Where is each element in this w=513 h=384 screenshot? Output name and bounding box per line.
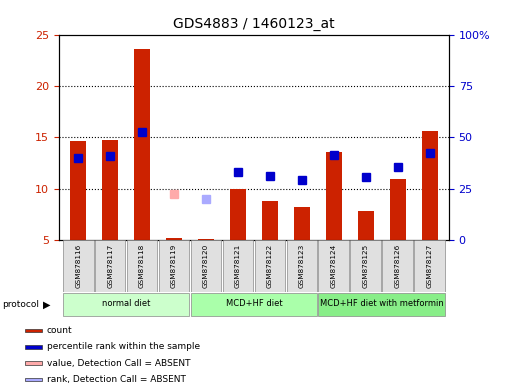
Bar — [326, 152, 342, 240]
Text: value, Detection Call = ABSENT: value, Detection Call = ABSENT — [47, 359, 190, 367]
Text: GSM878122: GSM878122 — [267, 243, 273, 288]
Text: MCD+HF diet with metformin: MCD+HF diet with metformin — [320, 299, 444, 308]
Text: ▶: ▶ — [43, 300, 50, 310]
Bar — [262, 201, 278, 240]
Bar — [25, 377, 42, 381]
Text: protocol: protocol — [3, 300, 40, 309]
Bar — [287, 240, 317, 292]
Text: GSM878124: GSM878124 — [331, 243, 337, 288]
Bar — [63, 293, 189, 316]
Bar — [319, 240, 349, 292]
Text: normal diet: normal diet — [102, 299, 150, 308]
Text: rank, Detection Call = ABSENT: rank, Detection Call = ABSENT — [47, 375, 186, 384]
Text: percentile rank within the sample: percentile rank within the sample — [47, 342, 200, 351]
Bar — [159, 240, 189, 292]
Text: GSM878123: GSM878123 — [299, 243, 305, 288]
Text: GSM878121: GSM878121 — [235, 243, 241, 288]
Bar — [25, 329, 42, 332]
Bar — [358, 211, 374, 240]
Title: GDS4883 / 1460123_at: GDS4883 / 1460123_at — [173, 17, 335, 31]
Bar — [102, 141, 118, 240]
Text: count: count — [47, 326, 72, 335]
Bar — [25, 345, 42, 349]
Text: GSM878125: GSM878125 — [363, 243, 369, 288]
Bar — [191, 240, 221, 292]
Bar — [70, 141, 86, 240]
Text: GSM878127: GSM878127 — [427, 243, 432, 288]
Text: GSM878118: GSM878118 — [139, 243, 145, 288]
Text: GSM878120: GSM878120 — [203, 243, 209, 288]
Bar — [319, 293, 445, 316]
Bar — [294, 207, 310, 240]
Text: GSM878126: GSM878126 — [394, 243, 401, 288]
Bar — [25, 361, 42, 365]
Bar — [415, 240, 445, 292]
Text: GSM878116: GSM878116 — [75, 243, 81, 288]
Bar — [254, 240, 285, 292]
Bar — [223, 240, 253, 292]
Bar — [63, 240, 93, 292]
Bar — [422, 131, 438, 240]
Bar — [198, 239, 214, 240]
Bar — [382, 240, 413, 292]
Bar — [95, 240, 126, 292]
Bar — [166, 238, 182, 240]
Bar — [127, 240, 157, 292]
Bar — [350, 240, 381, 292]
Text: GSM878117: GSM878117 — [107, 243, 113, 288]
Bar — [134, 49, 150, 240]
Text: MCD+HF diet: MCD+HF diet — [226, 299, 282, 308]
Text: GSM878119: GSM878119 — [171, 243, 177, 288]
Bar — [390, 179, 406, 240]
Bar — [230, 189, 246, 240]
Bar — [191, 293, 317, 316]
